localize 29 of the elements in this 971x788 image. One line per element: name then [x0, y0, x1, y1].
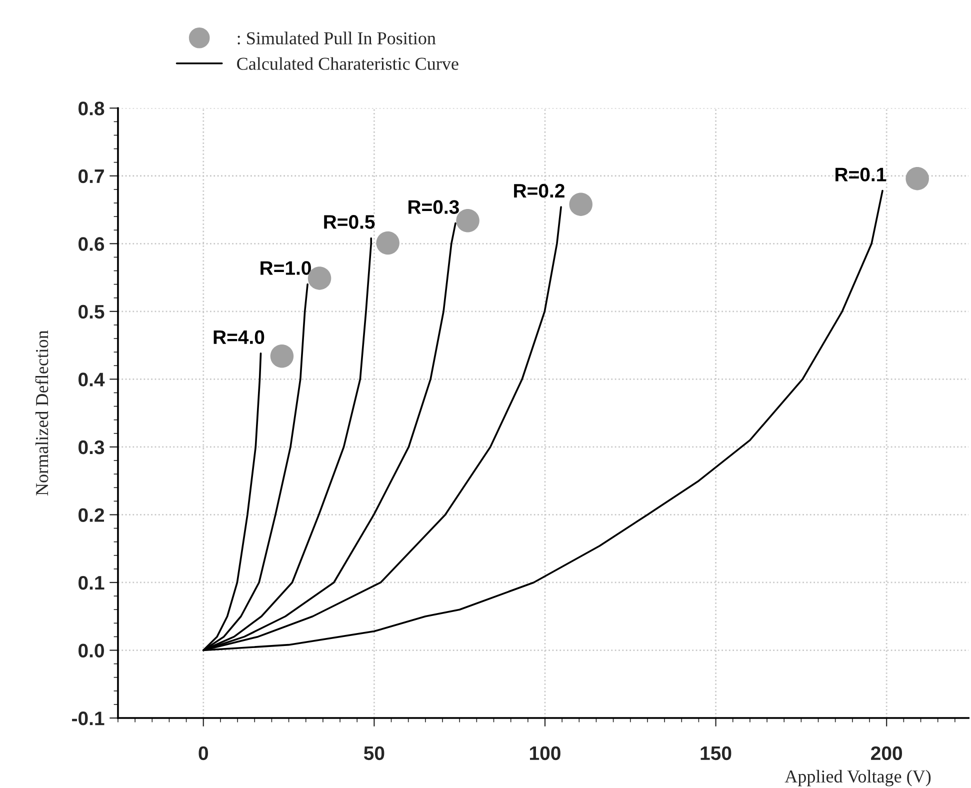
y-tick-label: 0.2 [78, 508, 104, 522]
legend-label: : Simulated Pull In Position [238, 32, 436, 44]
point [569, 192, 592, 216]
y-tick-label: 0.3 [78, 440, 104, 454]
y-tick-label: 0.0 [78, 644, 104, 658]
series-label: R=1.0 [260, 261, 311, 275]
y-tick-label: 0.5 [78, 304, 104, 319]
series-label: R=4.0 [214, 330, 264, 344]
text: Calculated Charateristic Curve [237, 57, 458, 70]
x-tick-label: 150 [700, 746, 732, 760]
y-tick-label: 0.7 [78, 169, 104, 184]
x-axis-title: Applied Voltage (V) [784, 770, 931, 786]
x-tick-label: 200 [871, 746, 902, 760]
y-tick-label: -0.1 [72, 711, 104, 726]
y-tick-label: 0.6 [78, 237, 104, 251]
y-axis-title: Normalized Deflection [35, 330, 48, 496]
y-tick-label: 0.1 [78, 576, 104, 590]
y-tick-label: 0.8 [78, 102, 104, 116]
point [270, 344, 294, 368]
series-label: R=0.1 [836, 168, 886, 182]
y-tick-label: 0.4 [78, 372, 105, 386]
x-tick-label: 0 [198, 746, 208, 760]
series-label: R=0.5 [324, 215, 375, 229]
series-label: R=0.2 [514, 184, 564, 198]
point [906, 166, 929, 190]
series-label: R=0.3 [408, 200, 459, 214]
x-tick-label: 50 [364, 746, 384, 760]
x-tick-label: 100 [530, 746, 560, 760]
point [376, 231, 400, 255]
